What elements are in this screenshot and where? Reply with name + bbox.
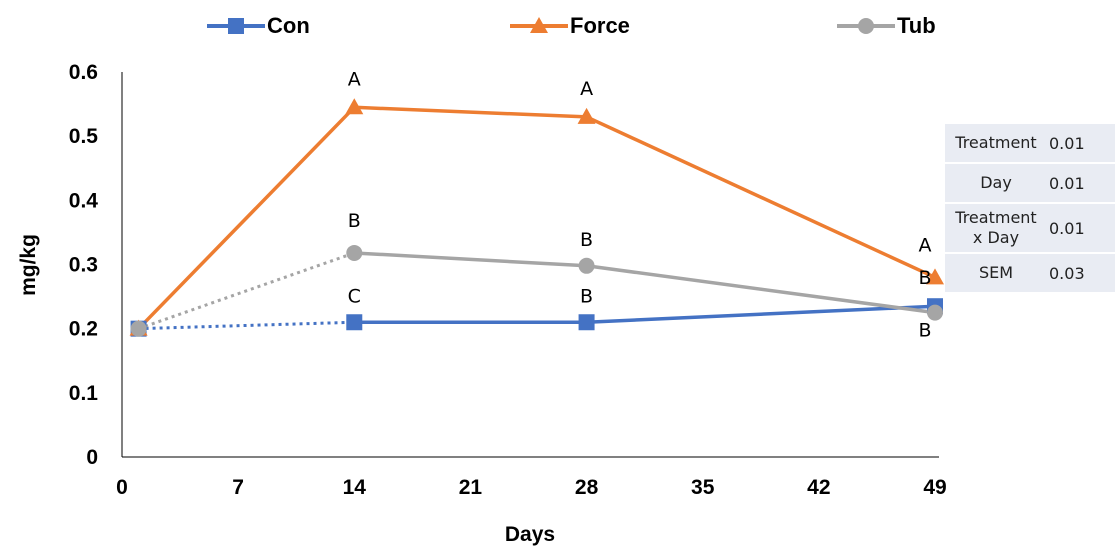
significance-label-con: C	[348, 285, 361, 307]
stats-label: Treatment	[955, 133, 1037, 152]
series-line-force	[354, 105, 587, 119]
legend-swatch-con	[207, 18, 265, 34]
x-tick-label: 49	[923, 476, 946, 499]
x-tick-label: 14	[343, 476, 367, 499]
data-point-force	[345, 98, 364, 115]
data-point-tub	[130, 320, 147, 337]
y-tick-label: 0.5	[69, 125, 99, 148]
x-axis-title: Days	[505, 523, 555, 546]
y-tick-label: 0.4	[69, 189, 99, 212]
x-tick-label: 28	[575, 476, 599, 499]
legend-item-tub: Tub	[835, 12, 936, 40]
legend-swatch-force	[510, 17, 568, 33]
x-tick-label: 21	[459, 476, 483, 499]
legend-label-con: Con	[267, 13, 310, 38]
y-tick-label: 0.2	[69, 318, 98, 341]
significance-label-force: A	[348, 68, 361, 90]
stats-value: 0.01	[1049, 173, 1085, 193]
x-tick-label: 7	[232, 476, 244, 499]
significance-label-tub: B	[580, 229, 593, 251]
y-tick-label: 0.3	[69, 254, 98, 277]
legend-item-force: Force	[508, 12, 630, 40]
y-tick-label: 0	[86, 446, 98, 469]
stats-row-sem: SEM 0.03	[945, 254, 1115, 294]
data-point-con	[346, 314, 363, 331]
y-tick-label: 0.1	[69, 382, 99, 405]
significance-label-con: B	[918, 267, 931, 289]
data-point-force	[577, 107, 596, 124]
x-tick-label: 0	[116, 476, 128, 499]
legend-item-con: Con	[205, 12, 310, 40]
statistics-table: Treatment 0.01 Day 0.01 Treatment x Day …	[945, 124, 1115, 294]
stats-value: 0.03	[1049, 263, 1085, 283]
significance-label-force: A	[580, 78, 593, 100]
series-line-tub	[354, 251, 587, 268]
significance-label-force: A	[919, 234, 932, 256]
series-line-tub	[586, 264, 936, 315]
legend-label-force: Force	[570, 13, 630, 38]
significance-label-tub: B	[918, 320, 931, 342]
stats-label: Treatment x Day	[955, 208, 1037, 247]
significance-label-tub: B	[348, 210, 361, 232]
stats-label: Day	[980, 173, 1012, 192]
stats-row-treatment: Treatment 0.01	[945, 124, 1115, 164]
stats-row-day: Day 0.01	[945, 164, 1115, 204]
stats-value: 0.01	[1049, 218, 1085, 238]
series-line-force	[585, 115, 936, 279]
y-tick-label: 0.6	[69, 61, 98, 84]
legend-swatch-tub	[837, 18, 895, 34]
stats-row-treatment-x-day: Treatment x Day 0.01	[945, 204, 1115, 254]
y-axis-title: mg/kg	[17, 234, 40, 296]
data-point-tub	[578, 257, 595, 274]
series-line-con	[138, 320, 355, 331]
chart-legend: Con Force Tub	[0, 12, 1115, 42]
stats-value: 0.01	[1049, 133, 1085, 153]
series-line-tub	[138, 251, 355, 331]
data-point-force	[926, 268, 944, 285]
x-tick-label: 42	[807, 476, 830, 499]
significance-label-con: B	[580, 285, 593, 307]
series-line-force	[137, 106, 356, 330]
data-point-tub	[927, 304, 943, 321]
series-line-con	[586, 304, 936, 324]
data-point-con	[578, 314, 595, 331]
x-tick-label: 35	[691, 476, 715, 499]
data-point-tub	[346, 244, 363, 261]
legend-label-tub: Tub	[897, 13, 936, 38]
stats-label: SEM	[978, 263, 1014, 282]
